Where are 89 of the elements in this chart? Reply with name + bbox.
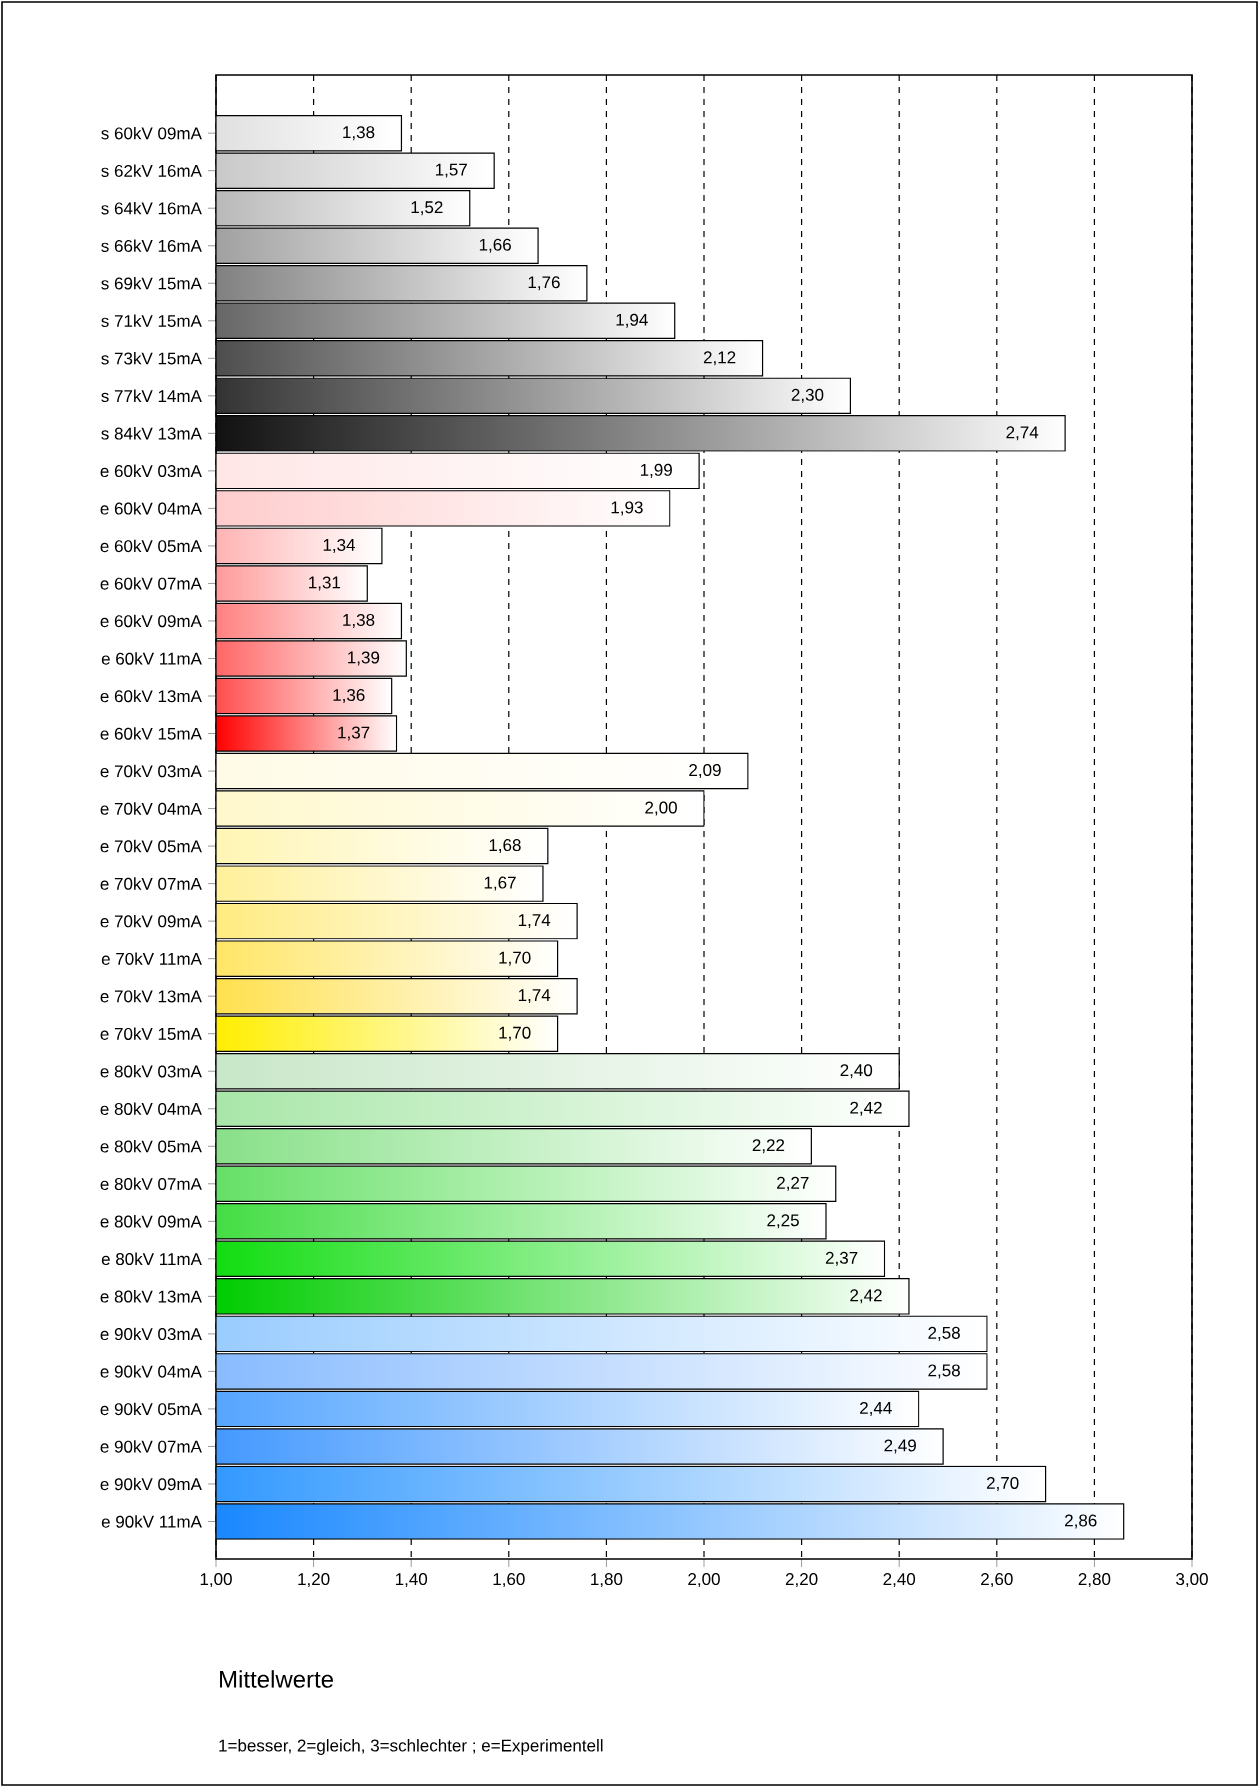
data-label: 2,42	[850, 1289, 882, 1304]
y-tick-label: s 60kV 09mA	[101, 126, 202, 140]
y-tick-label: e 90kV 07mA	[100, 1440, 202, 1453]
x-tick-label: 2,40	[883, 1573, 916, 1588]
data-label: 2,70	[986, 1476, 1019, 1491]
data-label: 2,27	[777, 1176, 809, 1191]
y-tick-label: s 73kV 15mA	[101, 352, 202, 365]
data-label: 1,31	[309, 576, 341, 591]
data-label: 1,94	[616, 313, 648, 328]
y-tick-label: e 80kV 03mA	[100, 1064, 202, 1078]
y-tick-label: s 77kV 14mA	[101, 389, 202, 403]
x-tick-label: 2,80	[1078, 1573, 1111, 1588]
x-tick-label: 2,00	[688, 1573, 720, 1588]
x-tick-label: 1,40	[395, 1573, 428, 1588]
data-label: 1,99	[640, 463, 672, 478]
data-label: 1,36	[333, 688, 365, 704]
data-label: 1,76	[528, 276, 560, 291]
y-tick-label: e 90kV 03mA	[100, 1327, 202, 1341]
data-label: 1,52	[411, 201, 443, 216]
text: Mittelwerte	[220, 1670, 333, 1688]
data-label: 2,86	[1065, 1514, 1097, 1529]
y-tick-label: e 80kV 13mA	[100, 1290, 202, 1303]
text: 1=besser, 2=gleich, 3=schlechter ; e=Experimentell	[219, 1739, 603, 1755]
x-tick-label: 1,00	[200, 1573, 232, 1588]
data-label: 1,93	[611, 501, 643, 516]
y-tick-label: e 90kV 11mA	[101, 1515, 202, 1528]
data-label: 1,57	[435, 163, 467, 178]
x-tick-label: 2,60	[981, 1573, 1013, 1588]
y-tick-label: e 60kV 13mA	[100, 689, 202, 703]
y-tick-label: e 70kV 15mA	[100, 1027, 202, 1040]
y-tick-label: e 60kV 11mA	[101, 652, 202, 665]
data-label: 1,70	[499, 1026, 531, 1041]
data-label: 1,68	[489, 839, 521, 854]
y-tick-label: e 90kV 09mA	[100, 1477, 202, 1491]
y-tick-label: e 70kV 13mA	[100, 989, 202, 1003]
x-tick-label: 1,20	[298, 1573, 330, 1588]
data-label: 2,44	[860, 1401, 892, 1416]
y-tick-label: e 80kV 04mA	[100, 1102, 202, 1115]
y-tick-label: e 60kV 07mA	[100, 577, 202, 590]
data-label: 2,37	[825, 1251, 858, 1266]
data-label: 2,22	[752, 1139, 785, 1154]
y-tick-label: e 80kV 05mA	[100, 1140, 202, 1153]
data-label: 2,30	[791, 388, 824, 403]
data-label: 1,66	[479, 238, 511, 253]
data-label: 2,12	[703, 351, 736, 366]
data-label: 1,74	[518, 914, 551, 929]
y-tick-label: e 70kV 07mA	[100, 877, 202, 890]
x-tick-label: 1,80	[591, 1573, 623, 1588]
y-tick-label: e 80kV 09mA	[100, 1215, 202, 1228]
y-tick-label: e 80kV 07mA	[100, 1177, 202, 1191]
y-tick-label: s 62kV 16mA	[101, 164, 202, 177]
data-label: 2,49	[884, 1439, 916, 1454]
y-tick-label: s 84kV 13mA	[101, 427, 202, 440]
y-tick-label: e 90kV 04mA	[100, 1365, 202, 1378]
data-label: 2,25	[767, 1214, 799, 1229]
data-label: 1,38	[343, 126, 375, 141]
data-label: 1,37	[338, 726, 370, 741]
x-tick-label: 3,00	[1176, 1573, 1208, 1588]
data-label: 1,70	[499, 951, 531, 966]
y-tick-label: e 80kV 11mA	[101, 1252, 202, 1266]
y-tick-label: e 70kV 04mA	[100, 802, 202, 815]
data-label: 2,42	[850, 1101, 882, 1116]
data-label: 2,40	[840, 1064, 873, 1079]
data-label: 2,74	[1006, 426, 1039, 441]
data-label: 1,38	[343, 613, 375, 628]
x-tick-label: 2,20	[785, 1573, 818, 1588]
y-tick-label: s 66kV 16mA	[101, 239, 202, 252]
y-tick-label: e 70kV 05mA	[100, 839, 202, 853]
y-tick-label: e 60kV 04mA	[100, 502, 202, 515]
y-tick-label: e 60kV 05mA	[100, 539, 202, 553]
data-label: 1,74	[518, 989, 551, 1004]
y-tick-label: e 60kV 15mA	[100, 727, 202, 740]
y-tick-label: e 70kV 09mA	[100, 914, 202, 928]
data-label: 2,00	[645, 801, 677, 816]
y-tick-label: e 90kV 05mA	[100, 1402, 202, 1416]
data-label: 2,58	[928, 1364, 960, 1379]
data-label: 2,09	[689, 764, 721, 779]
data-label: 1,39	[348, 651, 380, 666]
y-tick-label: e 70kV 11mA	[101, 952, 202, 965]
data-label: 2,58	[928, 1326, 960, 1341]
y-tick-label: s 69kV 15mA	[101, 277, 202, 290]
data-label: 1,67	[484, 876, 516, 891]
data-label: 1,34	[323, 538, 356, 553]
y-tick-label: s 71kV 15mA	[101, 314, 202, 328]
y-tick-label: e 60kV 03mA	[100, 464, 202, 478]
x-tick-label: 1,60	[493, 1573, 525, 1588]
y-tick-label: e 60kV 09mA	[100, 614, 202, 628]
y-tick-label: e 70kV 03mA	[100, 764, 202, 778]
y-tick-label: s 64kV 16mA	[101, 201, 202, 215]
